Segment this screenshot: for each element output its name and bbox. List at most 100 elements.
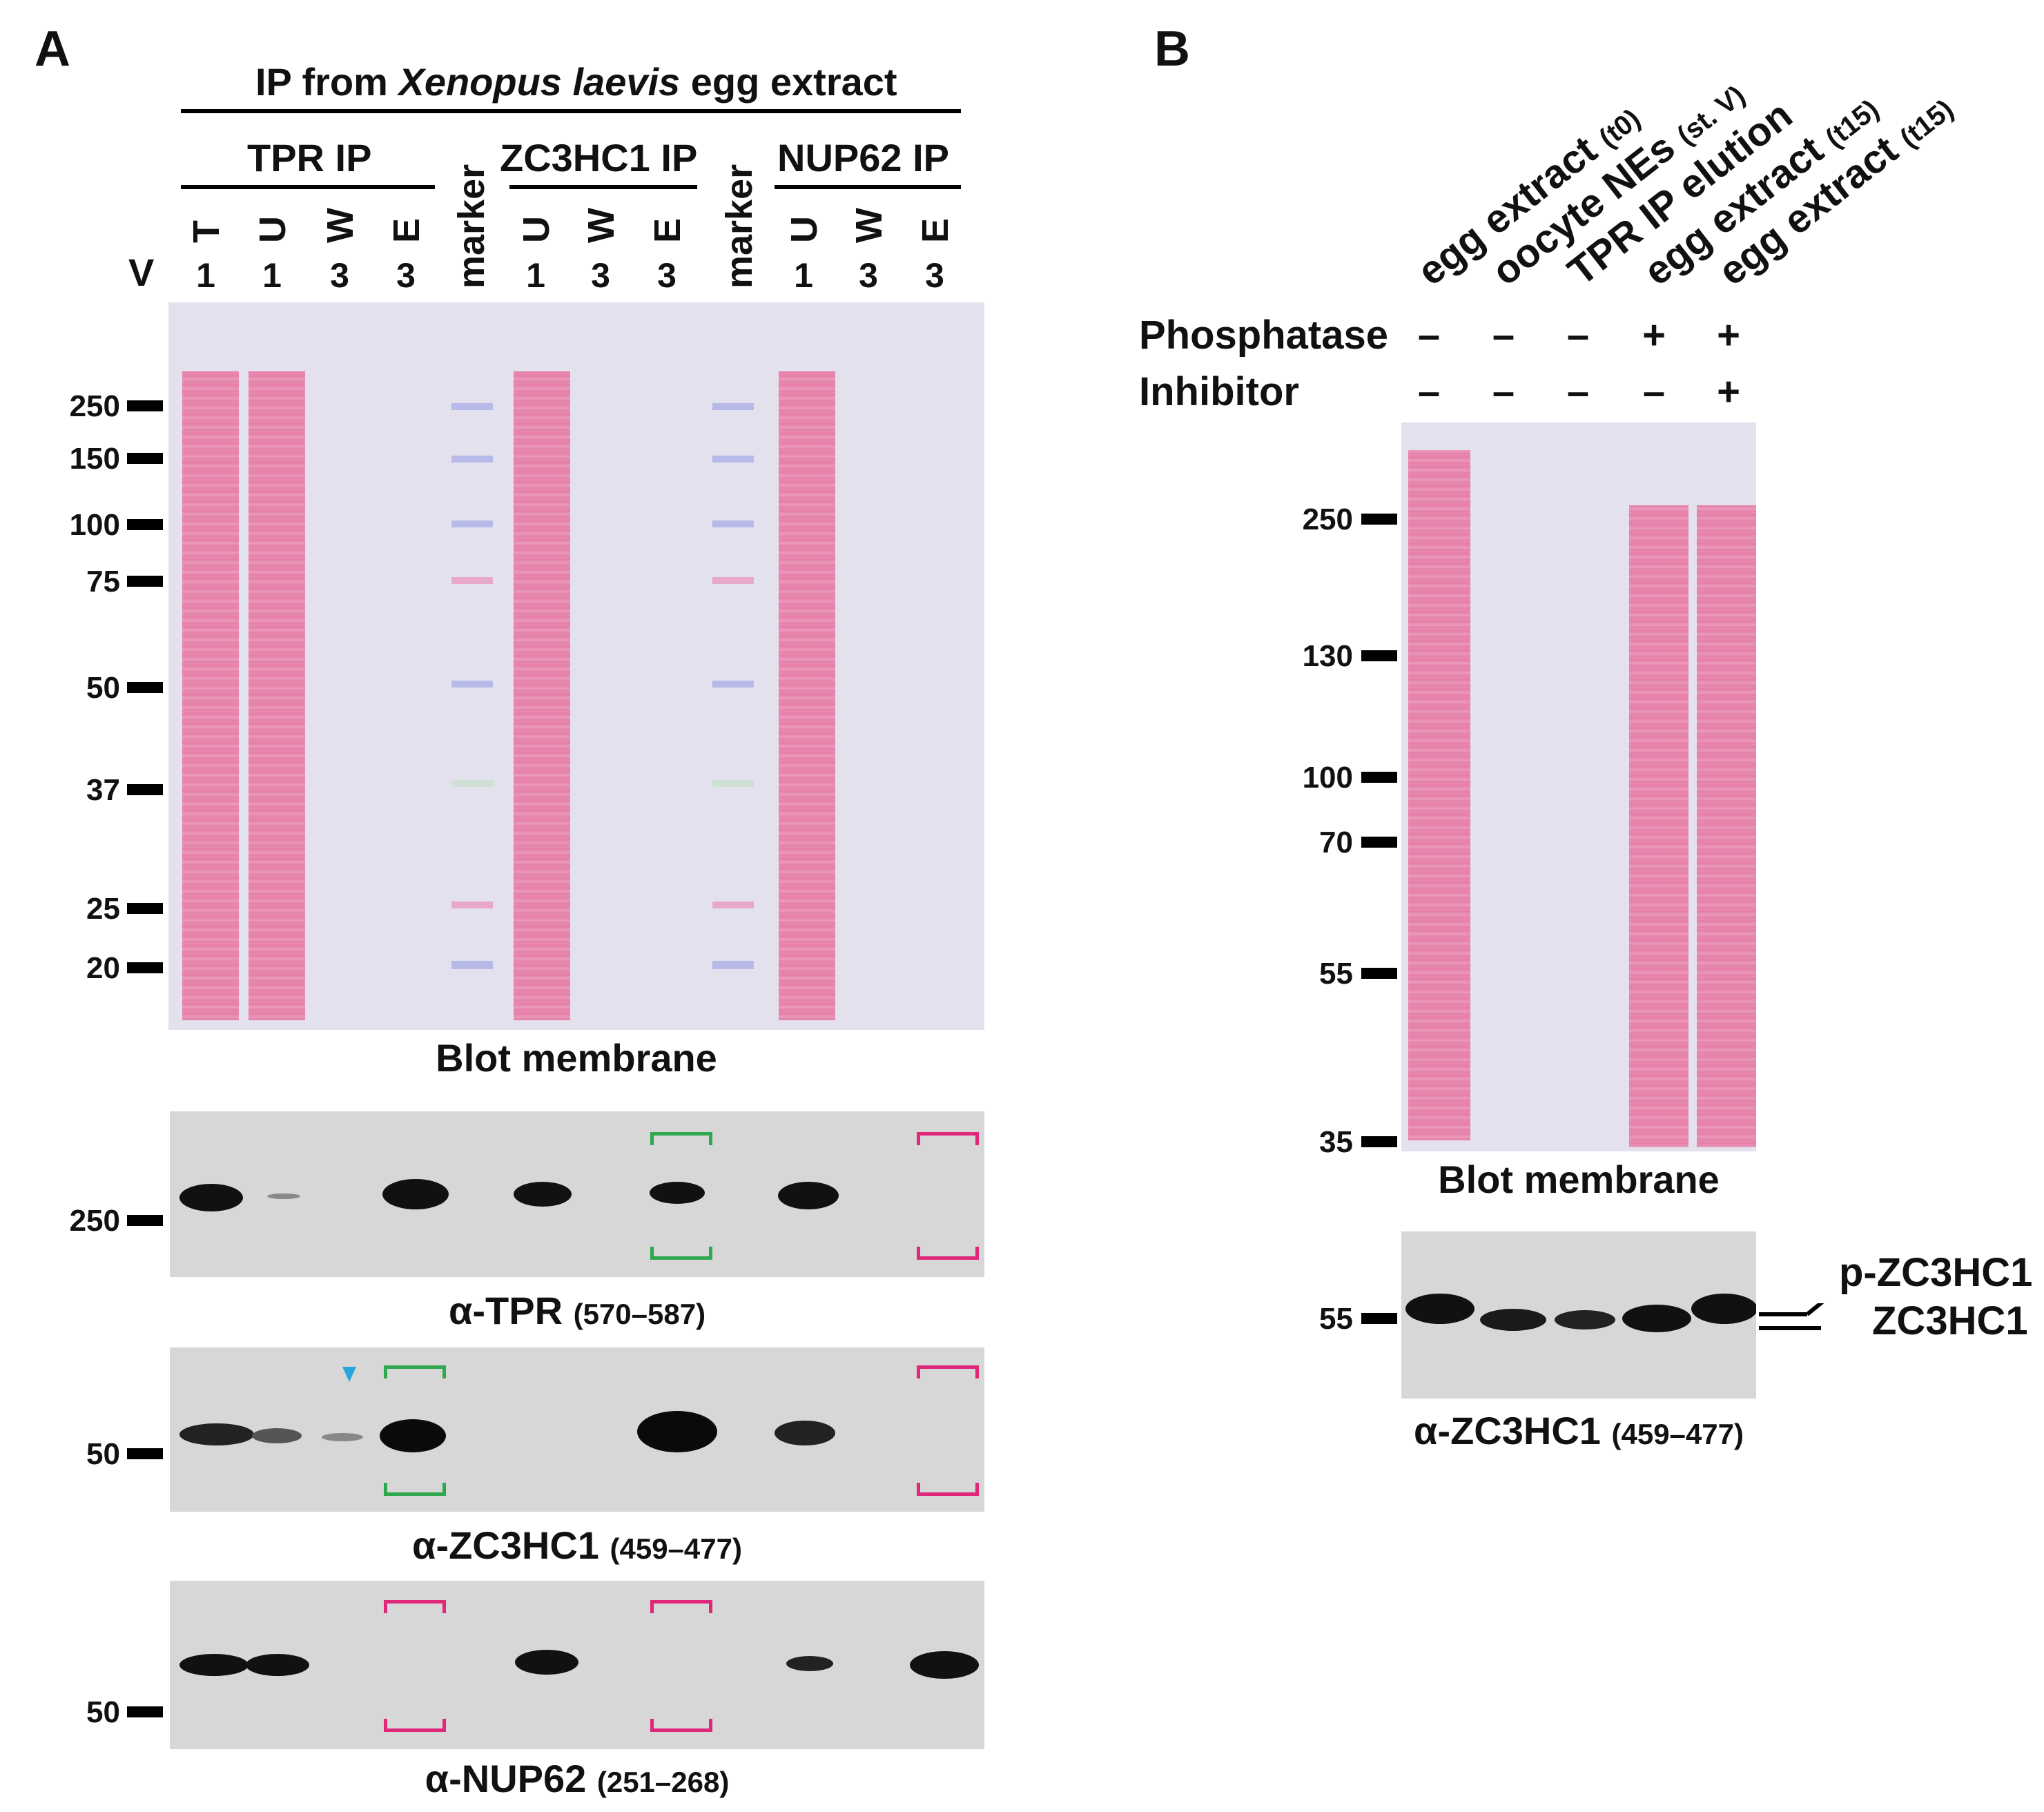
group-rule-nup62 [775,185,961,189]
mw-tick [127,962,163,973]
mw-marker: 250 [69,1204,120,1238]
phosphatase-sign: + [1642,313,1666,358]
blot-zc3hc1-bands [179,1367,835,1452]
panel-a-header: IP from Xenopus laevis egg extract [255,60,897,104]
blot-zc3hc1 [170,1347,984,1512]
mw-marker: 250 [69,389,120,423]
mw-marker: 250 [1302,503,1353,536]
mw-tick [1361,968,1397,979]
lane-label: T [186,220,227,243]
inhibitor-sign: + [1717,369,1740,414]
lane-volume: 3 [925,256,944,295]
phosphatase-sign: + [1717,313,1740,358]
inhibitor-sign: – [1642,369,1666,414]
mw-marker: 130 [1302,639,1353,673]
mw-marker: 150 [69,442,120,476]
p-zc3hc1-label: p-ZC3HC1 [1839,1250,2033,1295]
lane-volume: 1 [196,256,215,295]
lane-volume: 3 [591,256,610,295]
header-rule [181,109,961,113]
band-indicator-lines [1759,1303,1824,1330]
lane-label: W [581,208,622,243]
lane-volume: 3 [330,256,349,295]
group-label-nup62-ip: NUP62 IP [777,136,949,179]
blot-tpr-bands [179,1179,839,1211]
panel-b-membrane-caption: Blot membrane [1438,1158,1720,1201]
mw-marker: 100 [1302,761,1353,795]
mw-marker: 50 [86,1695,120,1729]
mw-marker: 50 [86,1437,120,1471]
zc3hc1-label: ZC3HC1 [1872,1298,2028,1343]
inhibitor-sign: – [1566,369,1590,414]
mw-marker: 35 [1319,1125,1353,1159]
mw-marker: 50 [86,671,120,705]
inhibitor-label: Inhibitor [1139,369,1299,414]
mw-marker: 20 [86,951,120,985]
lane-volume: 1 [794,256,813,295]
blot-tpr [170,1111,984,1277]
mw-marker: 55 [1319,957,1353,991]
mw-marker: 37 [86,773,120,807]
lane-volume: 3 [396,256,416,295]
lane-label: U [252,216,293,243]
mw-tick [127,1215,163,1226]
green-bracket-top [384,1365,446,1379]
phosphatase-label: Phosphatase [1139,313,1388,358]
pink-bracket-bottom [917,1483,979,1496]
lane-label: E [647,217,688,243]
green-bracket-top [650,1132,712,1145]
inhibitor-sign: – [1492,369,1515,414]
arrowhead-icon [342,1367,356,1382]
panel-b-blot-membrane [1401,422,1756,1151]
blot-nup62-caption: α-NUP62 (251–268) [425,1757,730,1800]
phosphatase-sign: – [1417,313,1441,358]
group-label-zc3hc1-ip: ZC3HC1 IP [500,136,698,179]
pink-bracket-bottom [917,1247,979,1260]
blot-b-zc3hc1-bands [1405,1294,1756,1332]
mw-tick [127,784,163,795]
blot-tpr-caption: α-TPR (570–587) [448,1289,706,1332]
lane-volume: 3 [657,256,677,295]
blot-nup62 [170,1581,984,1749]
lane-label: U [516,216,557,243]
mw-tick [127,576,163,587]
mw-tick [127,903,163,914]
mw-tick [1361,650,1397,661]
panel-b-letter: B [1154,21,1190,77]
green-bracket-bottom [650,1247,712,1260]
panel-a-blot-membrane [168,302,984,1030]
phosphatase-sign: – [1492,313,1515,358]
mw-tick [127,519,163,530]
group-label-tpr-ip: TPR IP [247,136,372,179]
mw-marker: 75 [86,565,120,598]
lane-label: W [848,208,890,243]
pink-bracket-bottom [384,1719,446,1732]
lane-volume: 1 [526,256,545,295]
lane-label: W [320,208,361,243]
phosphatase-sign: – [1566,313,1590,358]
mw-marker: 70 [1319,826,1353,859]
lane-label: U [783,216,825,243]
mw-tick [1361,772,1397,783]
volume-label: V [128,251,155,294]
lane-label: E [386,217,427,243]
pink-bracket-top [384,1600,446,1613]
blot-zc3hc1-caption: α-ZC3HC1 (459–477) [412,1523,742,1567]
lane-label-marker: marker [719,164,760,289]
group-rule-tpr [181,185,435,189]
blot-b-caption: α-ZC3HC1 (459–477) [1414,1409,1744,1452]
lane-volume: 1 [262,256,282,295]
mw-marker: 100 [69,508,120,542]
panel-b-membrane-lanes [1408,450,1756,1147]
group-rule-zc3hc1 [509,185,697,189]
pink-bracket-bottom [650,1719,712,1732]
green-bracket-bottom [384,1483,446,1496]
mw-tick [127,682,163,693]
panel-a-letter: A [35,21,70,77]
inhibitor-sign: – [1417,369,1441,414]
mw-tick [1361,1313,1397,1324]
pink-bracket-top [917,1132,979,1145]
pink-bracket-top [917,1365,979,1379]
mw-tick [127,400,163,411]
membrane-lanes [182,371,835,1020]
